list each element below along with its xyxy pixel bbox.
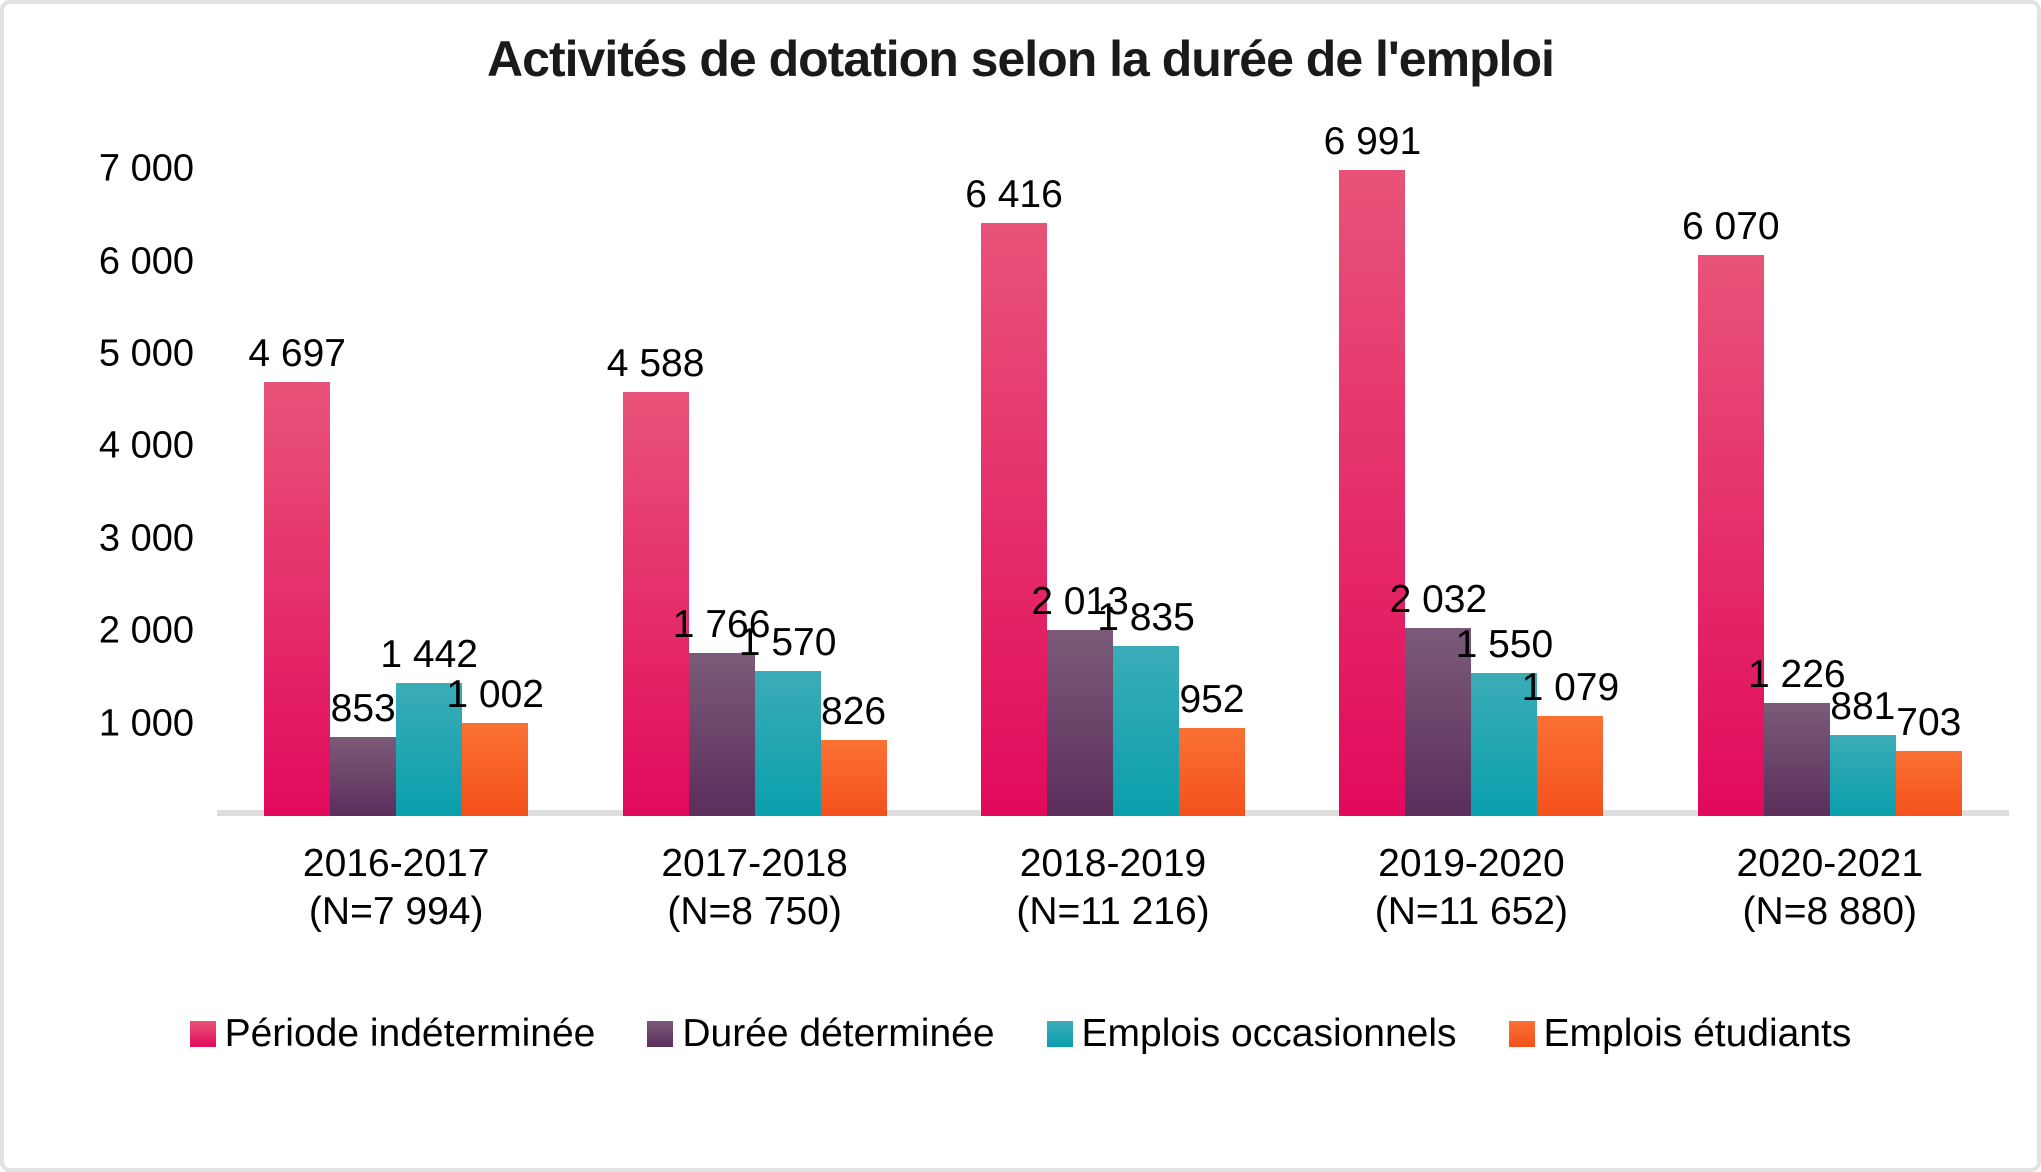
y-tick-label: 7 000 [98,147,194,190]
legend-swatch-icon [1046,1021,1073,1047]
bar-value-label: 703 [1896,701,1962,744]
y-tick-label: 3 000 [98,517,194,560]
bar-value-label: 2 013 [1031,580,1129,623]
bar-value-label: 952 [1179,678,1245,721]
bar-1-group-1 [264,382,331,816]
bar-value-label: 1 442 [380,633,478,676]
x-axis-label: 2017-2018 (N=8 750) [661,840,848,935]
x-axis-label: 2020-2021 (N=8 880) [1737,840,1924,935]
bar-4-group-5 [1895,751,1962,816]
y-tick-label: 6 000 [98,240,194,283]
bar-value-label: 1 226 [1747,653,1846,696]
bar-value-label: 1 550 [1455,623,1554,666]
bar-value-label: 6 070 [1681,205,1780,248]
bar-value-label: 2 032 [1389,578,1488,621]
x-axis-label-year: 2020-2021 [1736,842,1924,885]
bar-2-group-3 [1047,630,1113,816]
bar-value-label: 1 570 [738,621,837,664]
y-tick-label: 2 000 [98,609,194,652]
bar-4-group-1 [462,723,529,816]
bar-3-group-1 [396,683,463,816]
bar-1-group-3 [981,223,1047,816]
bar-value-label: 6 416 [965,173,1063,216]
legend-item-3: Emplois occasionnels [1046,1012,1457,1056]
bar-3-group-4 [1471,673,1538,816]
legend-item-1: Période indéterminée [189,1012,596,1056]
legend-swatch-icon [189,1021,216,1047]
legend-label: Emplois étudiants [1543,1012,1852,1055]
bar-value-label: 1 835 [1097,596,1195,639]
bar-3-group-2 [754,671,821,816]
bar-2-group-2 [688,653,755,816]
x-axis-label-n: (N=8 750) [667,889,842,933]
bar-3-group-5 [1829,735,1896,816]
bar-4-group-2 [820,740,887,816]
x-axis-label: 2019-2020 (N=11 652) [1375,840,1568,935]
y-tick-label: 4 000 [98,424,194,467]
bar-1-group-2 [622,392,689,816]
bar-2-group-5 [1763,703,1830,816]
bar-value-label: 881 [1830,685,1896,728]
x-axis-label: 2018-2019 (N=11 216) [1016,840,1209,935]
legend: Période indéterminée Durée déterminée Empl… [4,1012,2037,1056]
legend-label: Période indéterminée [224,1012,596,1055]
bar-value-label: 1 002 [446,673,544,716]
legend-label: Emplois occasionnels [1081,1012,1457,1055]
chart-title: Activités de dotation selon la durée de … [487,31,1555,87]
bar-value-label: 4 697 [248,332,346,375]
x-axis-label-year: 2017-2018 [661,842,848,885]
x-axis-label-n: (N=8 880) [1742,889,1918,933]
x-axis-label-n: (N=11 652) [1374,889,1569,933]
legend-item-4: Emplois étudiants [1508,1012,1852,1056]
x-axis-label-n: (N=7 994) [308,889,484,933]
x-axis-label-n: (N=11 216) [1016,889,1210,933]
bar-4-group-4 [1537,716,1604,816]
bar-value-label: 1 766 [672,603,771,646]
bar-2-group-4 [1405,628,1472,816]
bar-value-label: 1 079 [1521,666,1620,709]
bar-1-group-5 [1697,255,1764,816]
bar-value-label: 826 [821,690,887,733]
legend-label: Durée déterminée [682,1012,995,1055]
bar-value-label: 4 588 [606,342,705,385]
bar-value-label: 853 [330,687,396,730]
x-axis-label-year: 2019-2020 [1378,842,1565,885]
bar-value-label: 6 991 [1323,120,1422,163]
x-axis-label-year: 2018-2019 [1019,842,1207,885]
y-tick-label: 5 000 [98,332,194,375]
legend-swatch-icon [647,1021,674,1047]
bar-2-group-1 [330,737,397,816]
bar-3-group-3 [1113,646,1179,816]
x-axis-label: 2016-2017 (N=7 994) [303,840,490,935]
bar-1-group-4 [1339,170,1406,816]
legend-swatch-icon [1508,1021,1535,1047]
x-axis-label-year: 2016-2017 [302,842,490,885]
bar-4-group-3 [1179,728,1245,816]
legend-item-2: Durée déterminée [647,1012,995,1056]
y-tick-label: 1 000 [98,702,194,745]
